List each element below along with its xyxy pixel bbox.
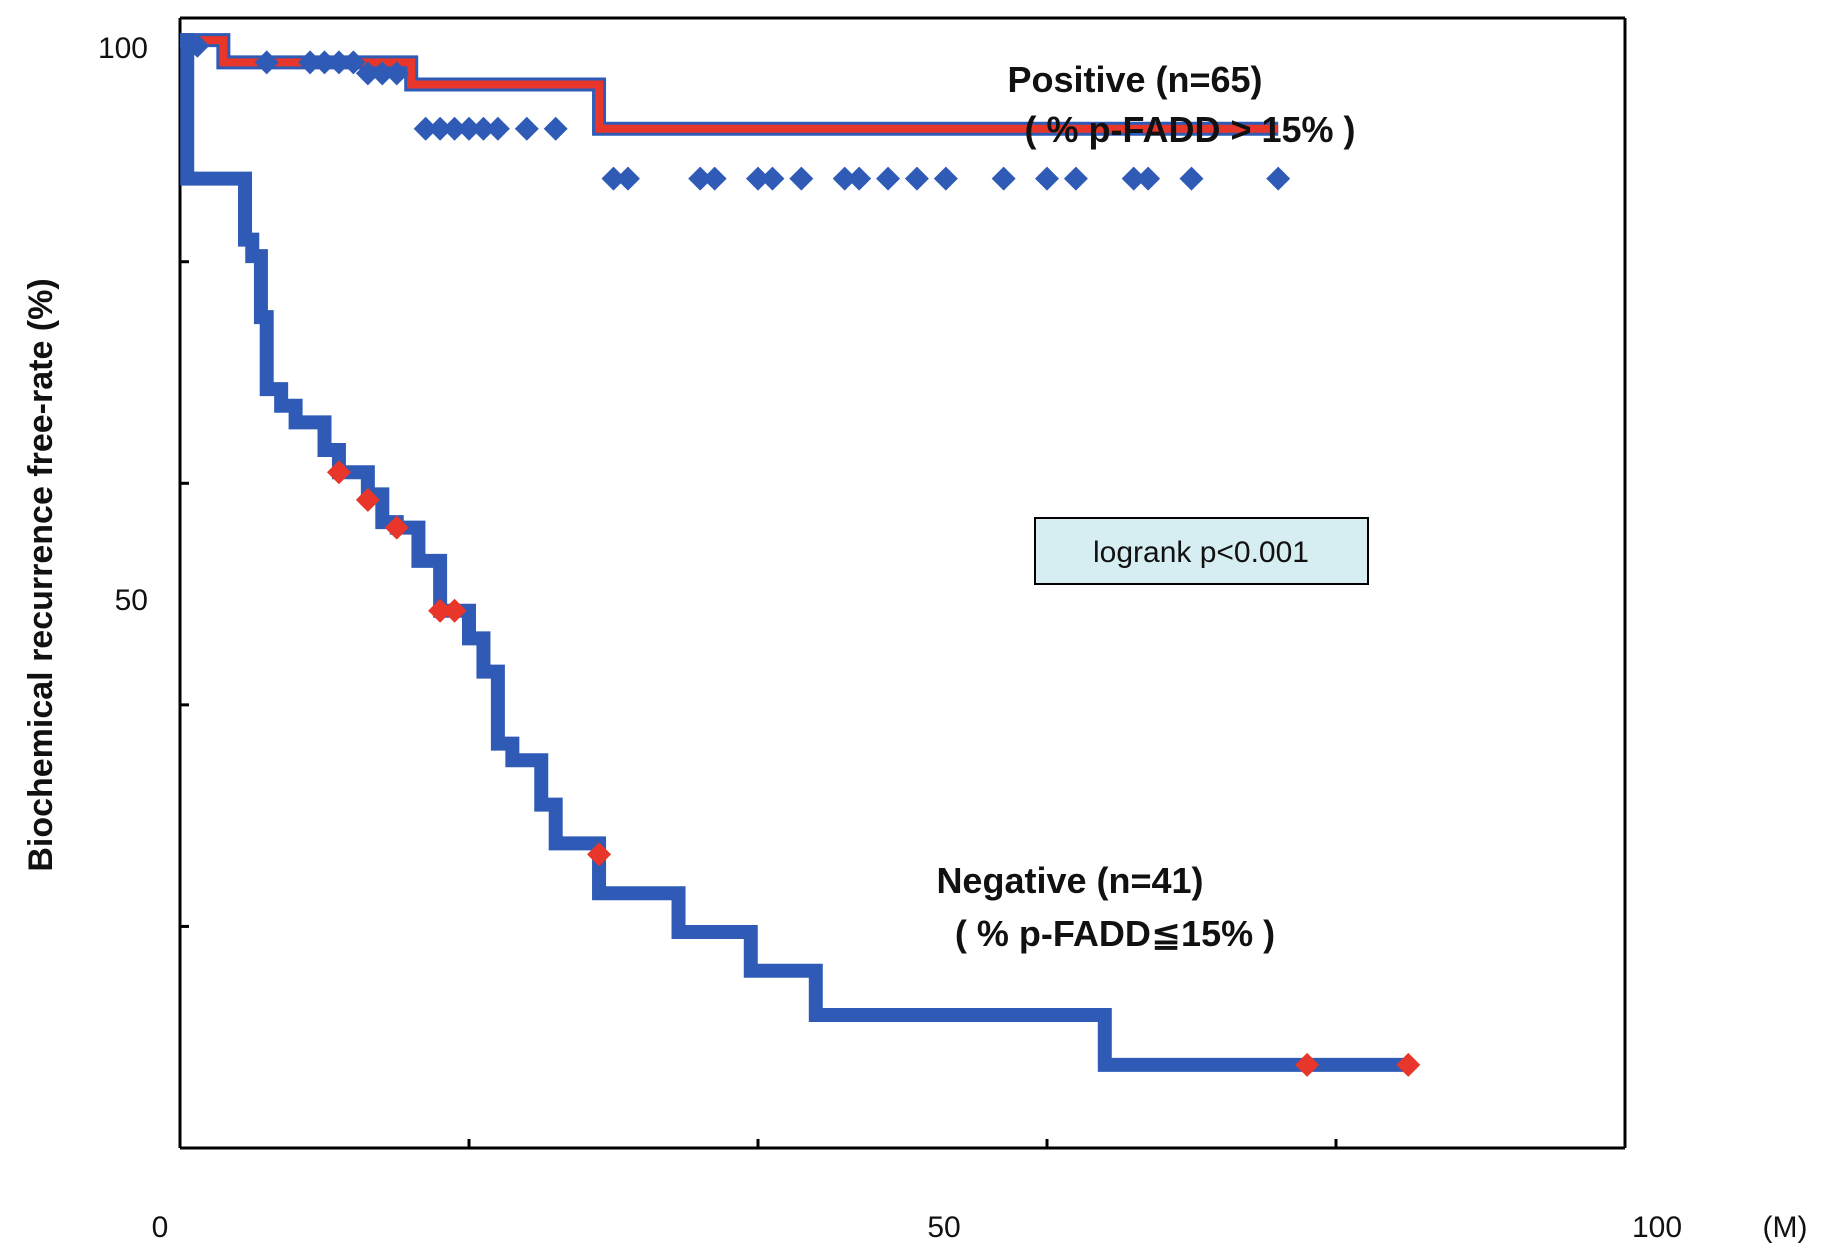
censor-marker-0-18 <box>601 166 626 191</box>
censor-marker-0-15 <box>485 116 510 141</box>
censor-marker-1-6 <box>1295 1052 1320 1077</box>
x-tick-label-0: 0 <box>152 1211 169 1244</box>
tick-labels: 0 50 100 50 100 <box>98 32 1682 1244</box>
censor-marker-0-31 <box>1035 166 1059 191</box>
censor-marker-0-35 <box>1179 166 1204 191</box>
censor-marker-1-7 <box>1396 1052 1421 1077</box>
censor-marker-0-4 <box>312 50 337 75</box>
censor-marker-0-5 <box>326 50 351 75</box>
censor-marker-0-10 <box>413 116 438 141</box>
series <box>180 33 1409 1072</box>
series-sublabel-negative: ( % p-FADD≦15% ) <box>955 913 1275 954</box>
axes <box>178 16 1627 1150</box>
censor-marker-0-20 <box>688 166 713 191</box>
series-label-negative: Negative (n=41) <box>936 860 1203 901</box>
x-axis-unit: (M) <box>1763 1211 1808 1244</box>
censor-marker-0-3 <box>298 50 323 75</box>
censor-marker-0-1 <box>185 33 210 58</box>
censor-marker-0-26 <box>847 166 872 191</box>
censor-marker-0-17 <box>543 116 568 141</box>
series-labels: Positive (n=65) ( % p-FADD > 15% ) Negat… <box>936 59 1355 954</box>
censor-marker-0-14 <box>471 116 496 141</box>
censor-marker-1-3 <box>428 598 453 623</box>
y-tick-label-50: 50 <box>115 584 148 617</box>
y-axis-label: Biochemical recurrence free-rate (%) <box>22 278 60 871</box>
x-tick-label-100: 100 <box>1632 1211 1682 1244</box>
series-line-inner-0 <box>180 36 1279 133</box>
series-sublabel-positive: ( % p-FADD > 15% ) <box>1024 109 1355 150</box>
censor-marker-0-30 <box>991 166 1016 191</box>
censor-marker-0-27 <box>876 166 901 191</box>
censor-marker-0-34 <box>1136 166 1161 191</box>
y-tick-label-100: 100 <box>98 32 148 65</box>
censor-marker-0-2 <box>254 50 279 75</box>
censor-marker-1-2 <box>384 515 409 540</box>
censor-markers <box>179 33 1421 1077</box>
censor-marker-0-19 <box>615 166 640 191</box>
censor-marker-0-25 <box>832 166 857 191</box>
censor-marker-0-28 <box>904 166 929 191</box>
censor-marker-0-6 <box>341 50 366 75</box>
censor-marker-0-29 <box>933 166 958 191</box>
censor-marker-0-8 <box>370 61 395 86</box>
censor-marker-0-36 <box>1266 166 1291 191</box>
censor-marker-1-1 <box>355 487 380 512</box>
censor-marker-0-9 <box>384 61 409 86</box>
censor-marker-0-7 <box>355 61 380 86</box>
logrank-annotation-text: logrank p<0.001 <box>1093 536 1309 569</box>
censor-marker-0-11 <box>428 116 453 141</box>
censor-marker-0-12 <box>442 116 467 141</box>
censor-marker-0-21 <box>702 166 727 191</box>
logrank-annotation-box <box>1034 517 1369 585</box>
tick-marks <box>178 38 1627 1150</box>
censor-marker-1-5 <box>587 842 612 867</box>
censor-marker-0-24 <box>789 166 814 191</box>
censor-marker-0-32 <box>1063 166 1088 191</box>
x-tick-label-50: 50 <box>927 1211 960 1244</box>
censor-marker-1-0 <box>326 460 351 485</box>
series-label-positive: Positive (n=65) <box>1007 59 1262 100</box>
logrank-annotation: logrank p<0.001 <box>1034 517 1369 585</box>
censor-marker-0-23 <box>760 166 785 191</box>
censor-marker-0-33 <box>1121 166 1146 191</box>
censor-marker-0-22 <box>746 166 770 191</box>
series-line-outer-1 <box>180 33 1409 1072</box>
censor-marker-1-4 <box>442 598 467 623</box>
censor-marker-0-16 <box>514 116 539 141</box>
censor-marker-0-13 <box>457 116 481 141</box>
